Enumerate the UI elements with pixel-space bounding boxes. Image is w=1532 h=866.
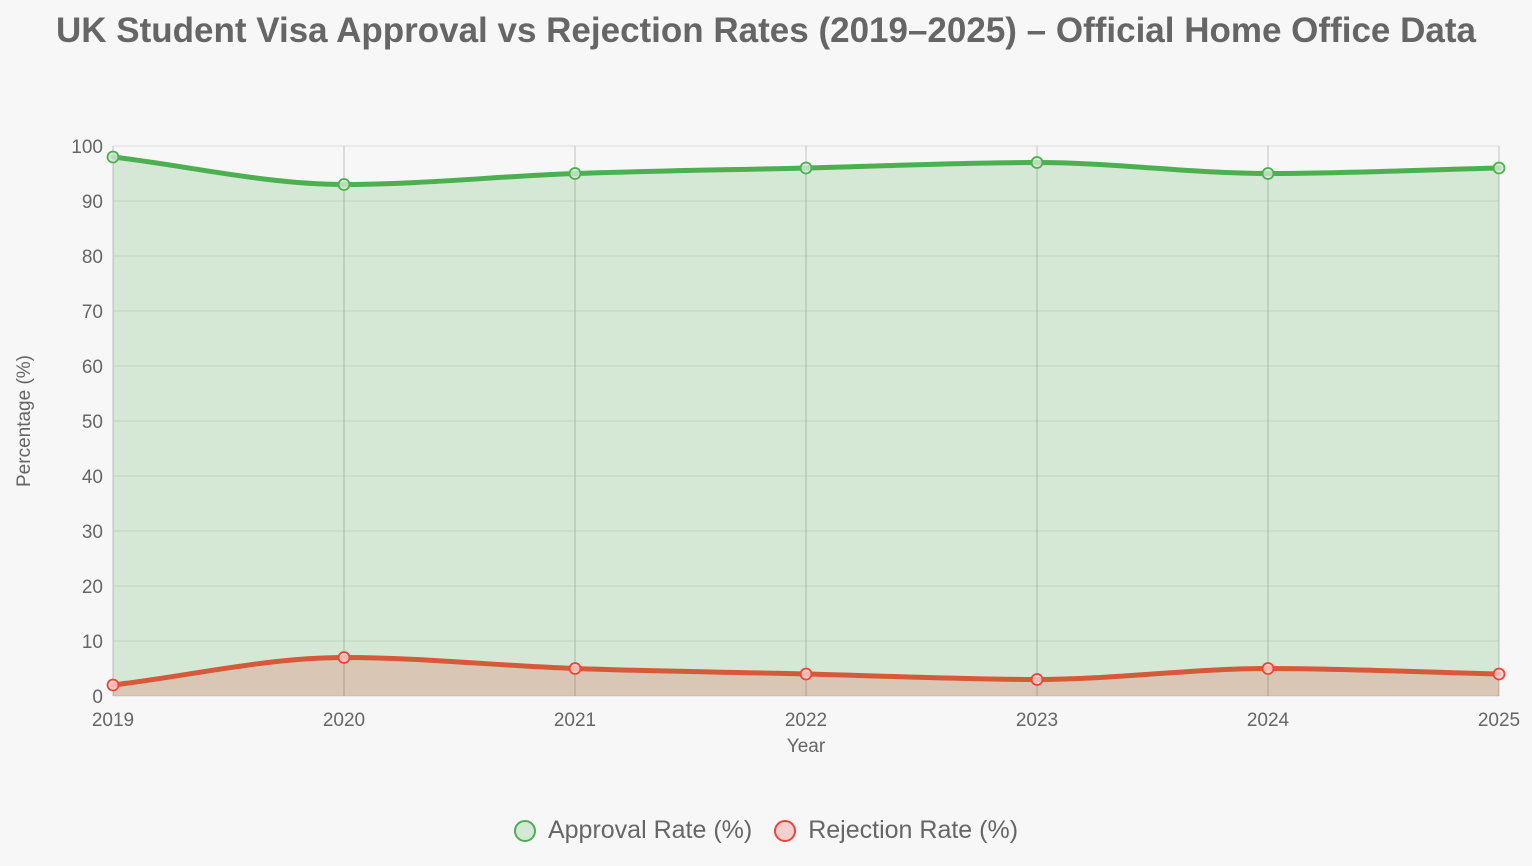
legend: Approval Rate (%) Rejection Rate (%) (0, 816, 1532, 845)
data-point-approval (568, 167, 582, 180)
data-point-approval (1261, 167, 1275, 180)
data-point-approval (1030, 156, 1044, 169)
y-tick-label: 20 (82, 577, 103, 598)
data-point-approval (106, 150, 120, 164)
legend-label-rejection: Rejection Rate (%) (808, 816, 1019, 844)
data-point-rejection (106, 678, 120, 692)
data-point-rejection (1030, 673, 1044, 686)
y-tick-label: 70 (82, 302, 103, 323)
x-tick-label: 2022 (785, 710, 827, 731)
y-tick-label: 40 (82, 467, 103, 488)
x-tick-label: 2021 (554, 710, 596, 731)
y-axis-title: Percentage (%) (14, 355, 35, 487)
y-tick-label: 100 (71, 137, 103, 158)
chart-title: UK Student Visa Approval vs Rejection Ra… (56, 11, 1476, 50)
x-tick-label: 2025 (1478, 710, 1520, 731)
legend-item-approval[interactable]: Approval Rate (%) (513, 816, 753, 845)
legend-swatch-rejection (774, 819, 797, 842)
data-point-approval (799, 161, 813, 175)
y-tick-label: 10 (82, 632, 103, 653)
data-point-rejection (568, 662, 582, 675)
data-point-approval (337, 178, 351, 191)
legend-swatch-approval (513, 819, 536, 842)
x-tick-label: 2023 (1016, 710, 1058, 731)
y-tick-label: 90 (82, 192, 103, 213)
x-tick-label: 2019 (92, 710, 134, 731)
y-tick-label: 60 (82, 357, 103, 378)
legend-item-rejection[interactable]: Rejection Rate (%) (774, 816, 1018, 845)
y-tick-label: 0 (92, 687, 103, 708)
y-tick-label: 50 (82, 412, 103, 433)
x-tick-label: 2020 (323, 710, 365, 731)
area-approval (113, 157, 1499, 696)
x-axis-title: Year (787, 736, 826, 757)
y-tick-label: 30 (82, 522, 103, 543)
x-tick-label: 2024 (1247, 710, 1290, 731)
data-point-rejection (337, 651, 351, 664)
data-point-rejection (1261, 662, 1275, 675)
data-point-rejection (799, 667, 813, 681)
data-point-approval (1492, 161, 1506, 175)
y-tick-label: 80 (82, 247, 103, 268)
data-point-rejection (1492, 667, 1506, 681)
legend-label-approval: Approval Rate (%) (547, 816, 753, 844)
